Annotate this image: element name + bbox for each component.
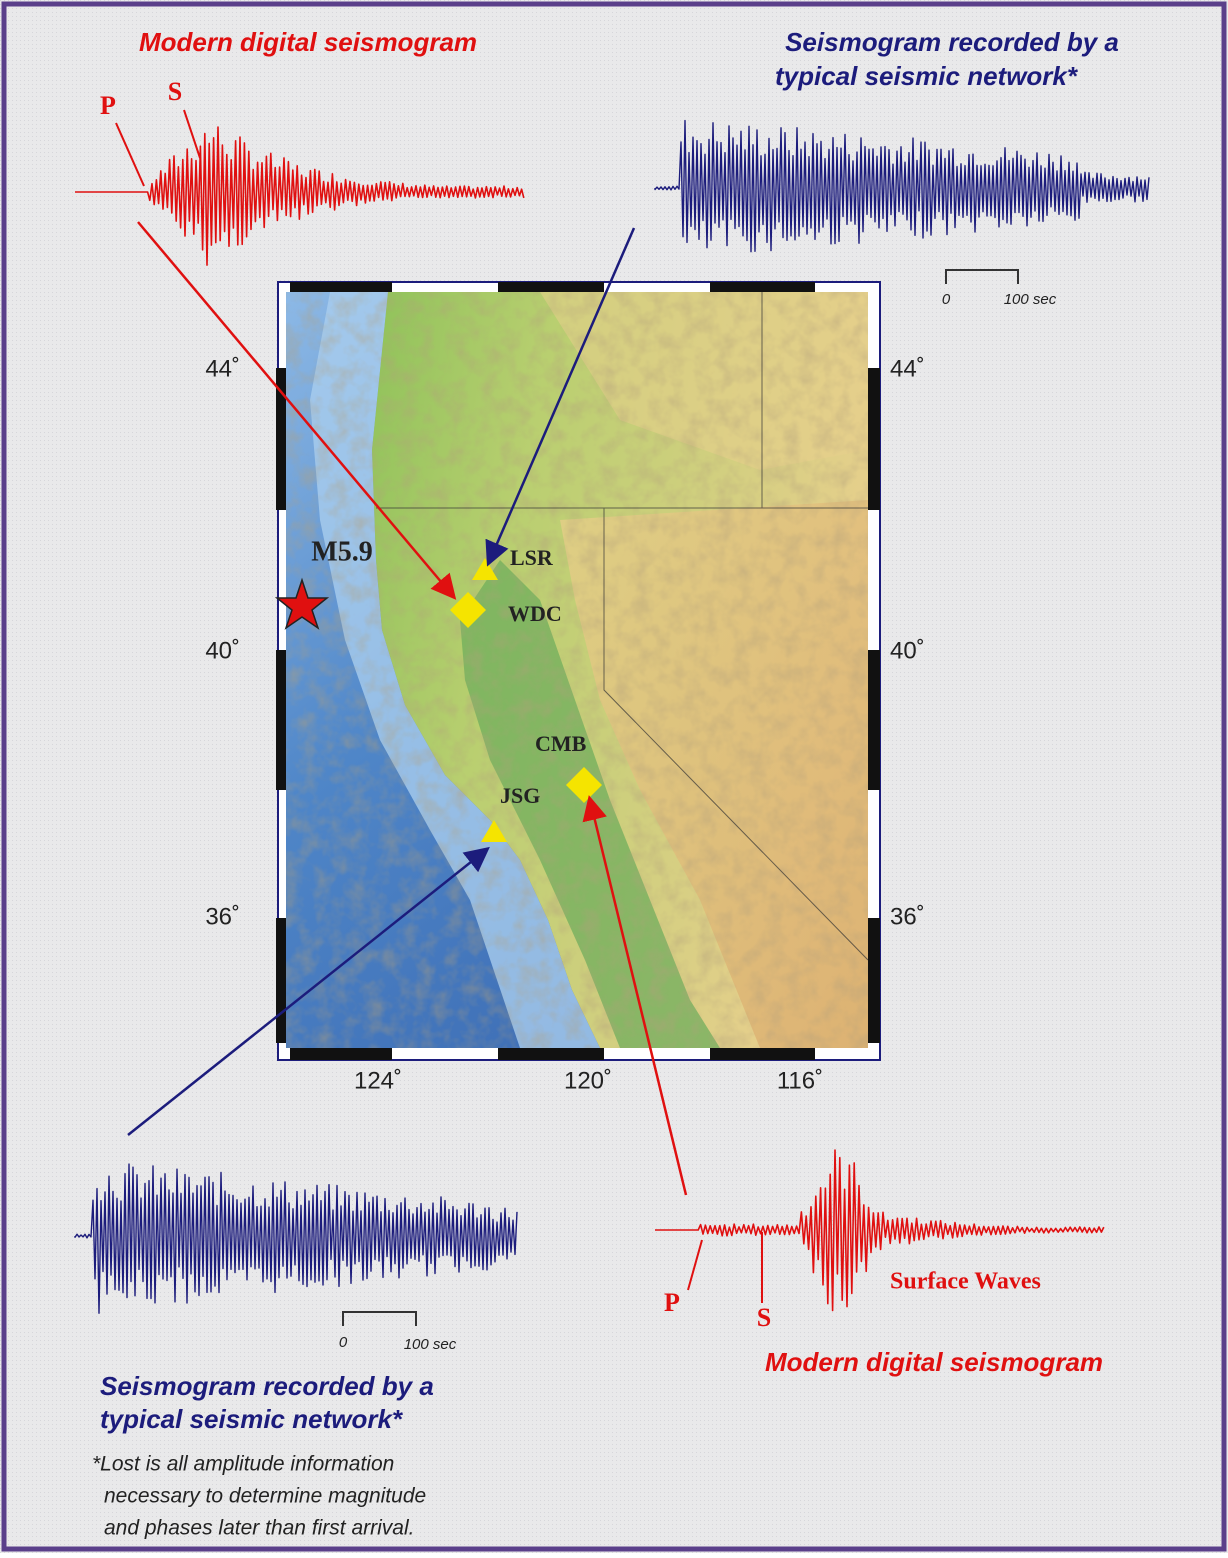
panel-title: Modern digital seismogram [139, 27, 477, 57]
footnote: *Lost is all amplitude information [92, 1453, 394, 1476]
page: {"top_left":{"title":"Modern digital sei… [0, 0, 1228, 1553]
phase-label: S [168, 77, 182, 106]
phase-label: S [757, 1303, 771, 1332]
lon-label: 124˚ [354, 1067, 402, 1094]
footnote: and phases later than first arrival. [104, 1517, 415, 1540]
scale-label: 0 [339, 1334, 348, 1351]
phase-label: P [100, 91, 116, 120]
map: 44˚ 40˚ 36˚ 44˚ 40˚ 36˚ 124˚ 120˚ 116˚ M… [205, 282, 924, 1094]
panel-title: Seismogram recorded by a [785, 27, 1119, 57]
panel-title: Seismogram recorded by a [100, 1371, 434, 1401]
lat-label: 36˚ [890, 903, 925, 930]
lat-label: 44˚ [890, 355, 925, 382]
lon-label: 120˚ [564, 1067, 612, 1094]
lat-label: 40˚ [890, 637, 925, 664]
panel-title: typical seismic network* [100, 1404, 404, 1434]
scale-label: 100 sec [1004, 291, 1057, 308]
lat-label: 36˚ [205, 903, 240, 930]
footnote: necessary to determine magnitude [104, 1485, 426, 1508]
scale-label: 100 sec [404, 1336, 457, 1353]
station-label: LSR [510, 545, 554, 570]
wave-label: Surface Waves [890, 1269, 1041, 1295]
figure: 44˚ 40˚ 36˚ 44˚ 40˚ 36˚ 124˚ 120˚ 116˚ M… [0, 0, 1228, 1553]
panel-title: Modern digital seismogram [765, 1347, 1103, 1377]
event-label: M5.9 [311, 536, 372, 567]
lat-label: 44˚ [205, 355, 240, 382]
scale-label: 0 [942, 291, 951, 308]
relief [286, 292, 868, 1048]
station-label: CMB [535, 731, 587, 756]
station-label: JSG [500, 783, 540, 808]
phase-label: P [664, 1288, 680, 1317]
station-label: WDC [508, 601, 562, 626]
lat-label: 40˚ [205, 637, 240, 664]
lon-label: 116˚ [777, 1067, 823, 1094]
panel-title: typical seismic network* [775, 61, 1079, 91]
